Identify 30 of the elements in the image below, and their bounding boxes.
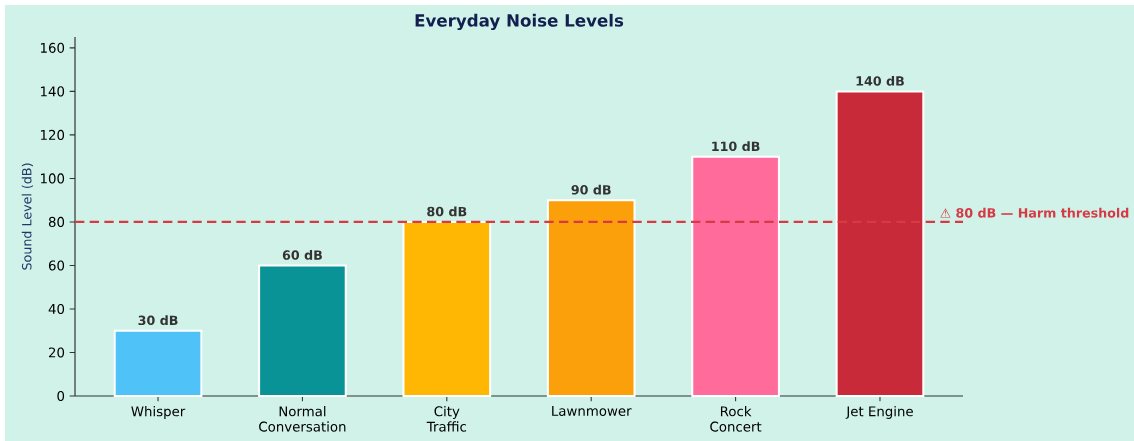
x-tick-label: City Traffic — [426, 406, 467, 432]
x-tick-label: Rock Concert — [710, 406, 762, 432]
data-label: 30 dB — [138, 315, 178, 326]
data-label: 140 dB — [856, 75, 904, 86]
bar — [691, 155, 780, 397]
y-tick-label: 0 — [57, 390, 65, 402]
y-axis-title: Sound Level (dB) — [21, 163, 34, 270]
ref-line-label: ⚠ 80 dB — Harm threshold — [940, 207, 1129, 218]
x-tick-label: Lawnmower — [552, 406, 632, 416]
data-label: 80 dB — [427, 206, 467, 217]
bar — [835, 90, 925, 397]
bar — [113, 329, 203, 397]
y-tick-label: 20 — [48, 347, 65, 358]
y-tick-label: 80 — [48, 216, 65, 227]
bar — [546, 199, 636, 397]
x-tick-label: Normal Conversation — [259, 406, 346, 432]
bar — [402, 220, 492, 397]
y-tick-label: 100 — [40, 173, 65, 184]
x-tick-label: Jet Engine — [845, 406, 913, 419]
y-tick-label: 40 — [48, 303, 65, 314]
data-label: 110 dB — [712, 141, 760, 152]
y-tick-label: 140 — [40, 86, 65, 97]
bar — [258, 264, 347, 397]
y-tick-label: 120 — [40, 129, 65, 140]
x-tick-label: Whisper — [131, 406, 186, 419]
data-label: 60 dB — [282, 250, 322, 260]
data-label: 90 dB — [571, 184, 611, 195]
y-tick-label: 60 — [48, 260, 65, 271]
chart-title: Everyday Noise Levels — [415, 13, 624, 31]
y-tick-label: 160 — [40, 42, 65, 53]
